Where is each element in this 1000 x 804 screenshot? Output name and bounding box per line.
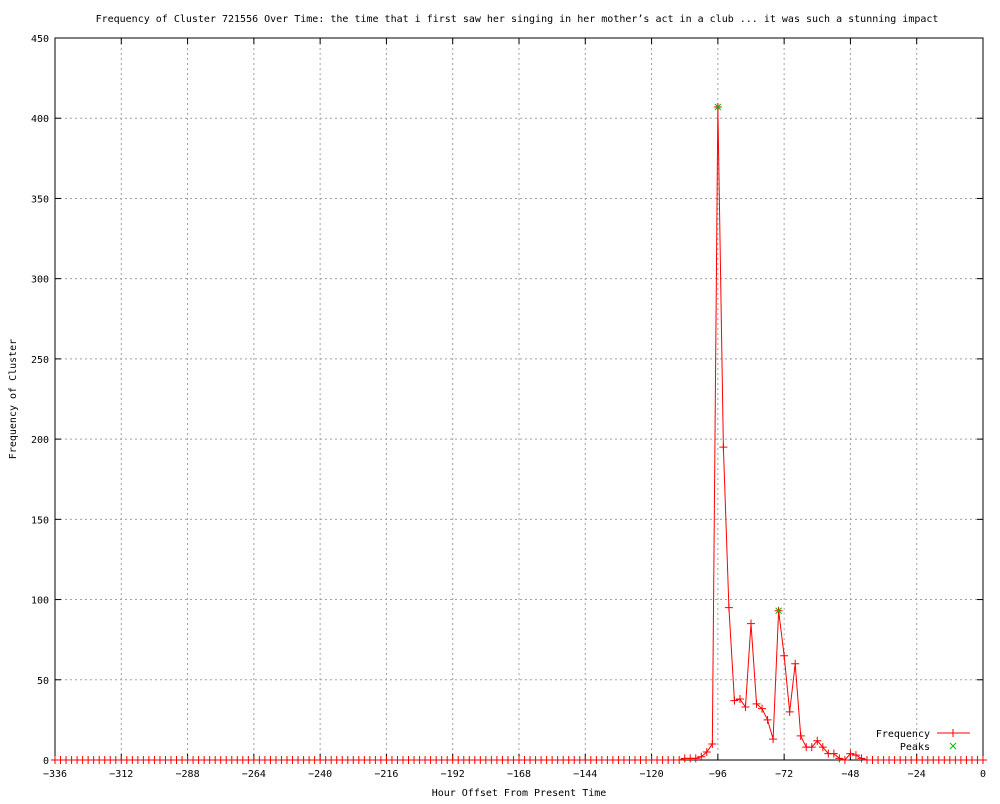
y-tick-label: 150 <box>31 515 49 526</box>
x-tick-label: −264 <box>242 769 266 780</box>
frequency-point <box>769 735 778 744</box>
x-tick-label: −240 <box>308 769 332 780</box>
x-axis-label: Hour Offset From Present Time <box>432 788 607 799</box>
x-tick-label: −288 <box>176 769 200 780</box>
x-tick-label: −144 <box>573 769 597 780</box>
frequency-point <box>780 651 789 660</box>
x-tick-label: −312 <box>109 769 133 780</box>
frequency-point <box>857 754 866 763</box>
y-tick-label: 200 <box>31 435 49 446</box>
frequency-point <box>851 751 860 760</box>
legend-label-peaks: Peaks <box>900 742 930 753</box>
frequency-point <box>702 747 711 756</box>
y-tick-label: 50 <box>37 676 49 687</box>
frequency-point <box>730 696 739 705</box>
frequency-point <box>741 703 750 712</box>
x-tick-label: −96 <box>709 769 727 780</box>
y-tick-label: 400 <box>31 114 49 125</box>
frequency-point <box>796 731 805 740</box>
series <box>51 102 987 764</box>
y-tick-label: 0 <box>43 756 49 767</box>
frequency-point <box>785 707 794 716</box>
y-tick-label: 350 <box>31 194 49 205</box>
x-tick-label: −120 <box>640 769 664 780</box>
frequency-point <box>735 695 744 704</box>
frequency-point <box>675 756 684 764</box>
x-tick-label: −192 <box>441 769 465 780</box>
frequency-point <box>708 739 717 748</box>
frequency-point <box>818 743 827 752</box>
x-tick-label: −24 <box>908 769 926 780</box>
frequency-point <box>846 749 855 758</box>
y-tick-label: 100 <box>31 596 49 607</box>
x-tick-label: 0 <box>980 769 986 780</box>
frequency-point <box>840 756 849 764</box>
frequency-point <box>697 752 706 761</box>
legend-marker-peaks <box>949 742 957 750</box>
axes: 0 50 100 150 200 250 300 350 400 450 −336 −312 −288 −… <box>31 34 986 780</box>
frequency-point <box>752 699 761 708</box>
frequency-point <box>758 704 767 713</box>
frequency-point <box>835 754 844 763</box>
frequency-point <box>791 659 800 668</box>
frequency-point <box>979 756 987 764</box>
x-tick-label: −168 <box>507 769 531 780</box>
frequency-point <box>747 619 755 628</box>
y-tick-label: 300 <box>31 275 49 286</box>
peak-point <box>714 103 722 111</box>
y-axis-label: Frequency of Cluster <box>8 339 19 459</box>
y-tick-label: 450 <box>31 34 49 45</box>
frequency-point <box>763 715 772 724</box>
frequency-point <box>829 749 838 758</box>
frequency-point <box>813 736 822 745</box>
frequency-point <box>807 743 816 752</box>
frequency-point <box>691 754 700 763</box>
x-tick-label: −72 <box>775 769 793 780</box>
legend-label-frequency: Frequency <box>876 729 930 740</box>
chart-title: Frequency of Cluster 721556 Over Time: t… <box>96 14 939 25</box>
legend: Frequency Peaks <box>876 729 970 753</box>
peak-point <box>775 607 782 615</box>
x-tick-label: −216 <box>374 769 398 780</box>
grid <box>55 38 983 760</box>
x-tick-label: −336 <box>43 769 67 780</box>
x-tick-label: −48 <box>841 769 859 780</box>
frequency-point <box>724 603 733 612</box>
y-tick-label: 250 <box>31 355 49 366</box>
frequency-point <box>719 443 728 452</box>
